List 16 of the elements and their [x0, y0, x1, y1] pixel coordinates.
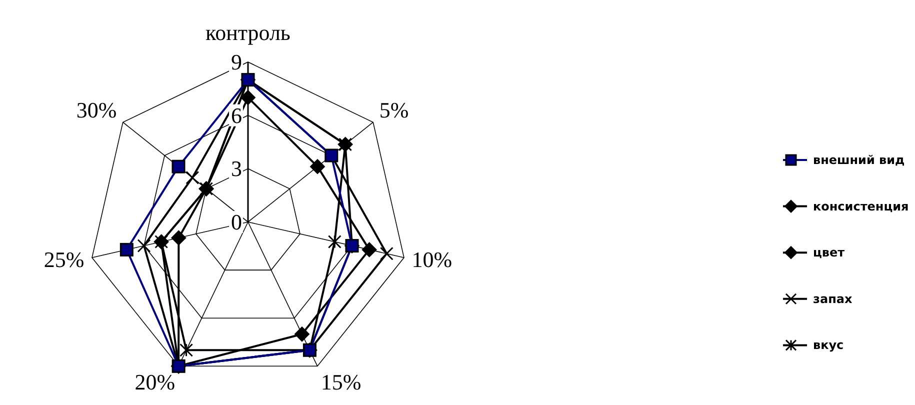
- spoke-label: 5%: [379, 97, 409, 122]
- spoke-label: 20%: [134, 369, 176, 394]
- legend-label: цвет: [813, 246, 845, 260]
- spoke-label: 10%: [412, 246, 452, 272]
- y-tick-label: 0: [231, 210, 242, 234]
- y-tick-label: 6: [231, 102, 242, 128]
- spoke-label: контроль: [206, 20, 290, 45]
- legend-label: вкус: [813, 338, 844, 352]
- spoke-label: 30%: [76, 97, 117, 122]
- y-tick-label: 3: [231, 156, 242, 182]
- legend-label: внешний вид: [813, 153, 906, 167]
- legend-label: консистенция: [813, 199, 909, 214]
- y-tick-label: 9: [231, 50, 242, 74]
- legend-label: запах: [813, 292, 852, 306]
- spoke-label: 25%: [44, 246, 84, 272]
- spoke-label: 15%: [320, 369, 362, 394]
